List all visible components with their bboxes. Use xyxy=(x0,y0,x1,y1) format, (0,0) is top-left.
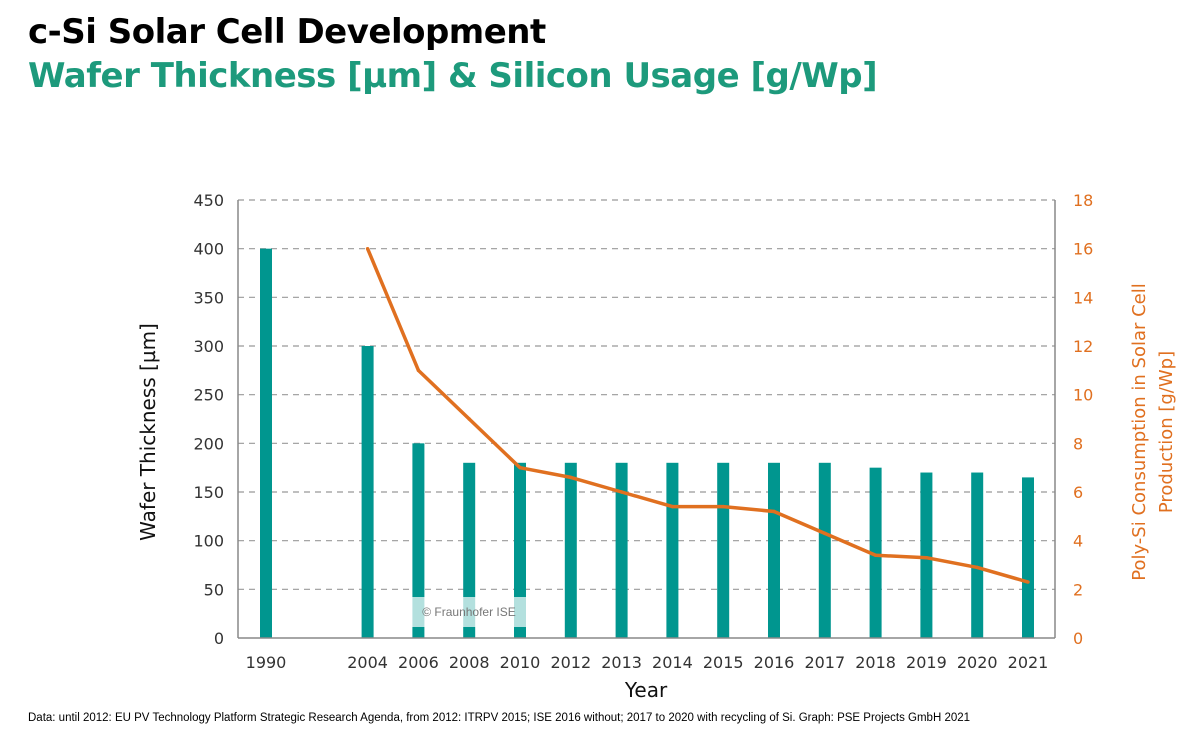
x-tick-label: 2018 xyxy=(855,653,896,672)
x-tick-label: 2017 xyxy=(804,653,845,672)
line-point-2006 xyxy=(416,368,421,373)
y-tick-label: 400 xyxy=(193,240,224,259)
y2-tick-label: 18 xyxy=(1073,191,1093,210)
footnote: Data: until 2012: EU PV Technology Platf… xyxy=(28,712,971,724)
y-tick-label: 250 xyxy=(193,386,224,405)
line-series xyxy=(365,246,1030,584)
x-tick-label: 2019 xyxy=(906,653,947,672)
line-path xyxy=(365,247,1029,584)
line-point-2017 xyxy=(823,531,827,536)
y-axis-label: Wafer Thickness [µm] xyxy=(136,323,160,541)
y2-axis-label-line1: Poly-Si Consumption in Solar Cell xyxy=(1129,283,1150,581)
y2-tick-label: 6 xyxy=(1073,483,1083,502)
y2-tick-label: 4 xyxy=(1073,532,1083,551)
chart-title: c-Si Solar Cell Development xyxy=(28,12,546,52)
bar-2014 xyxy=(666,462,679,638)
line-point-2012 xyxy=(569,475,573,480)
watermark: © Fraunhofer ISE xyxy=(410,597,528,627)
line-point-2015 xyxy=(721,504,725,509)
bar-2021 xyxy=(1022,477,1034,638)
axes: 0 50 100 150 200 250 300 350 400 450 0 2 4 6 8 10 12 14 16… xyxy=(193,191,1093,672)
y-tick-label: 350 xyxy=(193,288,224,307)
line-point-2010 xyxy=(518,465,522,470)
line-point-2018 xyxy=(873,553,878,557)
x-tick-label: 2014 xyxy=(652,653,693,672)
line-point-2020 xyxy=(975,565,979,570)
x-tick-label: 2015 xyxy=(703,653,744,672)
y2-axis-label-line2: Production [g/Wp] xyxy=(1156,351,1177,513)
y2-tick-label: 14 xyxy=(1073,288,1093,307)
x-tick-label: 2016 xyxy=(754,653,795,672)
y-tick-label: 50 xyxy=(204,580,224,599)
y2-tick-label: 12 xyxy=(1073,337,1093,356)
bar-2019 xyxy=(920,472,933,638)
bar-2012 xyxy=(564,462,577,638)
bar-2008 xyxy=(463,462,476,638)
bar-2013 xyxy=(615,462,628,638)
x-tick-label: 2006 xyxy=(398,653,439,672)
y-tick-label: 200 xyxy=(193,434,224,453)
x-tick-label: 2010 xyxy=(500,653,541,672)
gridlines xyxy=(238,199,1055,590)
bar-2010 xyxy=(514,462,526,638)
y-tick-label: 450 xyxy=(193,191,224,210)
bar-2018 xyxy=(869,467,882,638)
x-tick-label: 2012 xyxy=(550,653,591,672)
line-point-2021 xyxy=(1026,580,1030,584)
x-tick-label: 2004 xyxy=(347,653,388,672)
y-tick-label: 100 xyxy=(193,532,224,551)
watermark-text: © Fraunhofer ISE xyxy=(422,605,516,619)
bar-2015 xyxy=(717,462,730,638)
x-tick-label: 2020 xyxy=(957,653,998,672)
y2-tick-label: 2 xyxy=(1073,580,1083,599)
y-tick-label: 150 xyxy=(193,483,224,502)
watermark-bg xyxy=(410,597,528,627)
x-tick-label: 2021 xyxy=(1008,653,1049,672)
x-axis-label: Year xyxy=(624,678,668,702)
line-point-2014 xyxy=(670,504,675,509)
line-point-2016 xyxy=(772,509,776,514)
line-point-2019 xyxy=(924,556,929,560)
y-tick-label: 0 xyxy=(214,629,224,648)
x-tick-label: 2008 xyxy=(449,653,490,672)
y-tick-label: 300 xyxy=(193,337,224,356)
bar-2006 xyxy=(412,443,425,638)
y2-tick-label: 10 xyxy=(1073,386,1093,405)
x-tick-label: 2013 xyxy=(601,653,642,672)
y2-tick-label: 0 xyxy=(1073,629,1083,648)
y2-tick-label: 16 xyxy=(1073,240,1093,259)
bar-2016 xyxy=(768,462,780,638)
chart-subtitle: Wafer Thickness [µm] & Silicon Usage [g/… xyxy=(28,56,878,96)
bar-2017 xyxy=(818,462,831,638)
bar-1990 xyxy=(260,248,272,638)
line-point-2013 xyxy=(619,490,624,494)
y2-tick-label: 8 xyxy=(1073,434,1083,453)
bar-2004 xyxy=(361,346,374,638)
line-point-2008 xyxy=(467,417,471,421)
line-point-2004 xyxy=(365,246,370,251)
bar-2020 xyxy=(971,472,984,638)
x-tick-label: 1990 xyxy=(246,653,287,672)
